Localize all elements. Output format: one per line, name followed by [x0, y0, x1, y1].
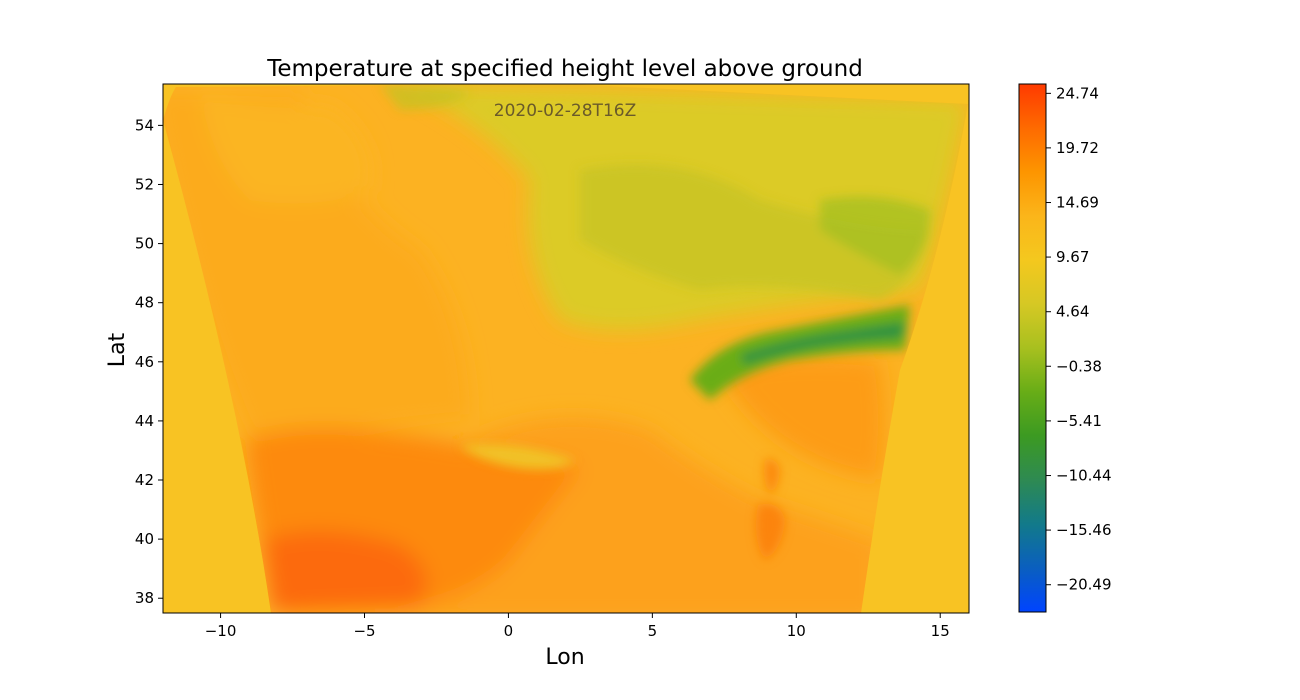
- timestamp-annotation: 2020-02-28T16Z: [494, 101, 636, 121]
- x-tick-label: −10: [205, 622, 237, 640]
- colorbar-tick-label: −20.49: [1056, 576, 1112, 594]
- colorbar-tick-label: −10.44: [1056, 467, 1112, 485]
- x-tick-label: 5: [648, 622, 658, 640]
- colorbar-tick-label: −15.46: [1056, 521, 1112, 539]
- region-alps: [690, 305, 910, 400]
- colorbar-tick-label: 4.64: [1056, 303, 1089, 321]
- colorbar-tick-label: 14.69: [1056, 194, 1099, 212]
- region-uk: [200, 90, 372, 204]
- y-tick-label: 44: [135, 412, 154, 430]
- region-pyrenees: [460, 444, 575, 469]
- y-axis-label: Lat: [105, 332, 130, 367]
- y-tick-label: 50: [135, 235, 154, 253]
- colorbar-tick-label: −0.38: [1056, 357, 1102, 375]
- colorbar-tick-label: −5.41: [1056, 412, 1102, 430]
- region-ireland-cool: [380, 84, 470, 110]
- region-sardinia: [756, 504, 785, 560]
- colorbar-tick-label: 9.67: [1056, 248, 1089, 266]
- region-atlantic: [163, 90, 470, 440]
- x-tick-label: 10: [787, 622, 806, 640]
- colorbar-tick-label: 24.74: [1056, 84, 1099, 102]
- y-axis-ticks: 38 40 42 44 46 48 50 52 54: [135, 116, 163, 607]
- region-corsica: [764, 458, 780, 495]
- x-tick-label: 0: [504, 622, 514, 640]
- y-tick-label: 52: [135, 175, 154, 193]
- map-axes: 2020-02-28T16Z −10 −5 0 5 10 15 38 40 42 44 46 48 5…: [105, 83, 970, 670]
- map-frame: [162, 83, 970, 614]
- region-alps-peaks: [740, 322, 905, 365]
- colorbar-bar: [1018, 83, 1047, 613]
- colorbar-tick-label: 19.72: [1056, 139, 1099, 157]
- y-tick-label: 54: [135, 116, 154, 134]
- y-tick-label: 46: [135, 353, 154, 371]
- colorbar-ticks: 24.74 19.72 14.69 9.67 4.64 −0.38 −5.41 −10.44 −…: [1046, 84, 1112, 594]
- y-tick-label: 42: [135, 471, 154, 489]
- temperature-field: [163, 84, 968, 613]
- region-iberia-south: [265, 531, 427, 612]
- colorbar: 24.74 19.72 14.69 9.67 4.64 −0.38 −5.41 −10.44 −…: [1018, 83, 1112, 613]
- region-italy: [720, 356, 885, 480]
- y-tick-label: 38: [135, 589, 154, 607]
- x-axis-ticks: −10 −5 0 5 10 15: [205, 613, 950, 640]
- y-tick-label: 48: [135, 294, 154, 312]
- y-tick-label: 40: [135, 530, 154, 548]
- region-central-highlands: [580, 164, 930, 300]
- chart-title: Temperature at specified height level ab…: [266, 56, 863, 82]
- x-tick-label: −5: [353, 622, 375, 640]
- region-northeast-cool: [820, 196, 930, 275]
- x-axis-label: Lon: [545, 645, 584, 670]
- x-tick-label: 15: [931, 622, 950, 640]
